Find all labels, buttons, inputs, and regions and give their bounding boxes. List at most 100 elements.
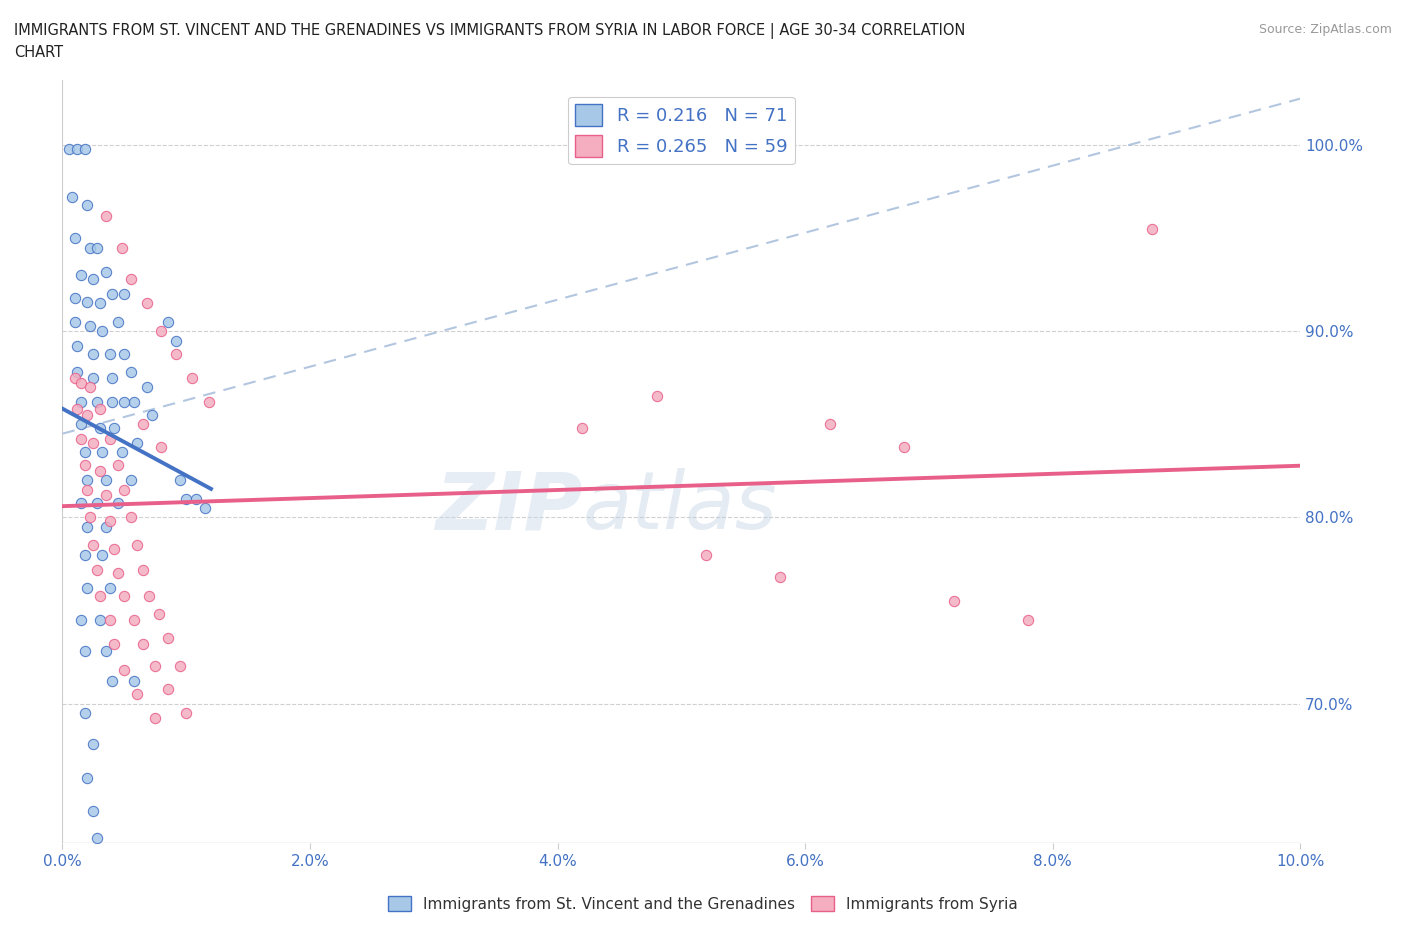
Point [122,394,145,409]
Point [150,324,173,339]
Point [107,495,129,510]
Text: Source: ZipAtlas.com: Source: ZipAtlas.com [1258,23,1392,36]
Point [70,268,93,283]
Point [132,417,155,432]
Point [143,658,166,673]
Point [571,420,593,435]
Point [101,286,124,301]
Point [94,264,117,279]
Point [89,612,111,627]
Point [135,379,157,394]
Point [89,402,111,417]
Point [63,370,86,385]
Point [132,562,155,577]
Point [76,472,98,487]
Point [107,565,129,580]
Point [82,804,104,819]
Point [1140,221,1163,236]
Legend: R = 0.216   N = 71, R = 0.265   N = 59: R = 0.216 N = 71, R = 0.265 N = 59 [568,97,794,165]
Point [122,673,145,688]
Point [120,510,142,525]
Point [70,394,93,409]
Point [73,141,96,156]
Point [86,562,108,577]
Point [103,541,125,556]
Point [156,631,179,645]
Point [1017,612,1039,627]
Point [76,771,98,786]
Point [76,580,98,595]
Point [79,379,101,394]
Point [181,370,204,385]
Point [112,588,135,603]
Point [66,402,89,417]
Point [143,711,166,725]
Point [66,339,89,353]
Point [79,240,101,255]
Point [86,495,108,510]
Point [98,513,121,528]
Point [86,830,108,845]
Point [111,240,134,255]
Point [169,658,191,673]
Point [73,705,96,720]
Point [135,296,157,311]
Point [60,190,83,205]
Point [94,487,117,502]
Point [82,346,104,361]
Point [174,705,197,720]
Point [818,417,841,432]
Point [101,673,124,688]
Point [111,445,134,459]
Point [120,365,142,379]
Point [94,208,117,223]
Point [66,365,89,379]
Point [112,286,135,301]
Point [101,394,124,409]
Point [76,197,98,212]
Point [70,612,93,627]
Point [91,445,114,459]
Point [86,240,108,255]
Point [112,482,135,497]
Point [98,432,121,446]
Point [82,538,104,552]
Point [76,519,98,534]
Point [138,588,160,603]
Point [156,314,179,329]
Point [156,681,179,696]
Point [63,290,86,305]
Point [165,346,187,361]
Point [150,439,173,454]
Point [79,510,101,525]
Point [70,417,93,432]
Point [141,407,163,422]
Point [98,612,121,627]
Point [645,389,668,404]
Point [125,538,148,552]
Point [76,407,98,422]
Text: CHART: CHART [14,45,63,60]
Point [82,435,104,450]
Point [94,519,117,534]
Point [58,141,80,156]
Point [73,644,96,658]
Point [89,463,111,478]
Point [91,324,114,339]
Point [82,272,104,286]
Point [893,439,915,454]
Point [82,370,104,385]
Point [769,569,792,584]
Point [91,547,114,562]
Point [73,458,96,472]
Point [194,500,217,515]
Point [63,231,86,246]
Point [70,376,93,391]
Point [122,612,145,627]
Point [174,491,197,506]
Point [120,472,142,487]
Point [112,662,135,677]
Point [103,420,125,435]
Point [103,636,125,651]
Point [89,588,111,603]
